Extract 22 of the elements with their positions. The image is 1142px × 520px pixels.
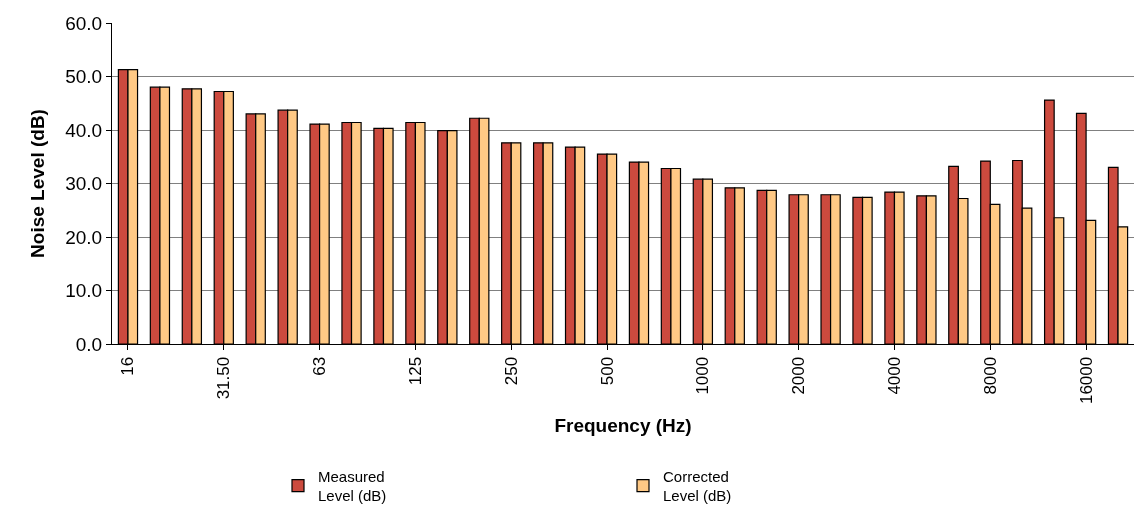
y-axis-title: Noise Level (dB): [27, 109, 49, 258]
y-tick-label: 60.0: [65, 12, 103, 34]
x-tick-label: 8000: [980, 356, 1000, 395]
y-tick-label: 40.0: [65, 119, 103, 141]
x-tick-label: 16: [118, 356, 138, 376]
x-tick-label: 250: [501, 356, 521, 386]
x-tick-label: 2000: [789, 356, 809, 395]
legend-label: Corrected Level (dB): [663, 467, 732, 505]
x-axis-title: Frequency (Hz): [554, 414, 692, 436]
x-tick-label: 63: [310, 356, 330, 376]
x-tick-label: 16000: [1076, 356, 1096, 405]
x-tick-label: 1000: [693, 356, 713, 395]
x-tick-label: 4000: [884, 356, 904, 395]
x-tick-label: 500: [597, 356, 617, 386]
y-tick-label: 20.0: [65, 226, 103, 248]
y-tick-label: 10.0: [65, 280, 103, 302]
y-tick-label: 0.0: [75, 333, 103, 355]
x-tick-label: 31.50: [214, 356, 234, 400]
y-tick-label: 50.0: [65, 66, 103, 88]
legend-label: Measured Level (dB): [318, 467, 387, 505]
y-tick-label: 30.0: [65, 173, 103, 195]
x-tick-label: 125: [405, 356, 425, 386]
